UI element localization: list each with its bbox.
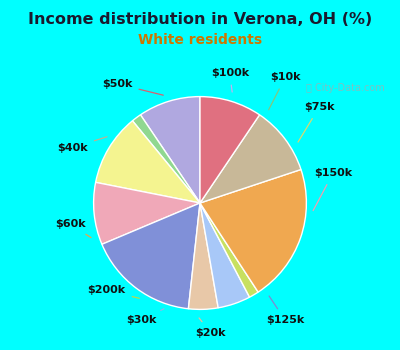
Text: White residents: White residents xyxy=(138,33,262,47)
Text: $50k: $50k xyxy=(102,79,163,95)
Text: $20k: $20k xyxy=(195,318,226,338)
Text: ⓘ City-Data.com: ⓘ City-Data.com xyxy=(306,83,384,93)
Wedge shape xyxy=(102,203,200,309)
Wedge shape xyxy=(140,97,200,203)
Wedge shape xyxy=(200,97,260,203)
Wedge shape xyxy=(96,121,200,203)
Text: $60k: $60k xyxy=(55,219,91,238)
Wedge shape xyxy=(200,203,258,297)
Text: $75k: $75k xyxy=(298,102,334,142)
Wedge shape xyxy=(200,203,250,308)
Text: $10k: $10k xyxy=(269,72,300,110)
Text: $150k: $150k xyxy=(313,168,352,211)
Wedge shape xyxy=(200,115,301,203)
Text: $30k: $30k xyxy=(126,309,164,325)
Text: Income distribution in Verona, OH (%): Income distribution in Verona, OH (%) xyxy=(28,12,372,27)
Text: $125k: $125k xyxy=(266,296,304,325)
Wedge shape xyxy=(94,182,200,244)
Text: $100k: $100k xyxy=(211,68,249,92)
Wedge shape xyxy=(188,203,218,309)
Text: $40k: $40k xyxy=(57,137,107,153)
Wedge shape xyxy=(132,115,200,203)
Text: $200k: $200k xyxy=(87,285,139,298)
Wedge shape xyxy=(200,169,306,292)
